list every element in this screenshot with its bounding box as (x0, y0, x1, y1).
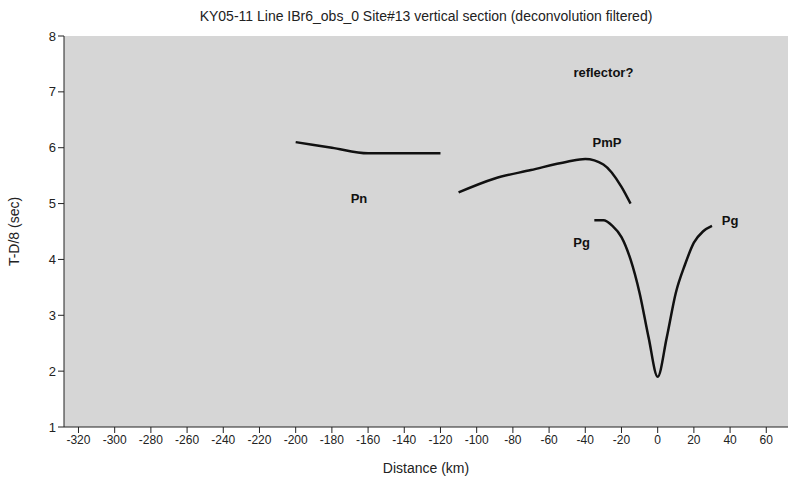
svg-text:6: 6 (49, 140, 56, 155)
svg-text:-280: -280 (139, 433, 163, 447)
svg-text:-160: -160 (356, 433, 380, 447)
svg-text:Pg: Pg (573, 235, 590, 250)
svg-text:4: 4 (49, 252, 56, 267)
svg-text:20: 20 (687, 433, 701, 447)
svg-text:-80: -80 (504, 433, 522, 447)
svg-text:-320: -320 (66, 433, 90, 447)
svg-text:0: 0 (654, 433, 661, 447)
svg-text:-60: -60 (540, 433, 558, 447)
svg-text:T-D/8 (sec): T-D/8 (sec) (6, 197, 22, 266)
svg-text:5: 5 (49, 196, 56, 211)
svg-text:Distance (km): Distance (km) (383, 460, 469, 476)
html-text:KY05-11 Line IBr6_obs_0 Site#1: KY05-11 Line IBr6_obs_0 Site#13 vertical… (199, 8, 653, 24)
svg-text:Pn: Pn (351, 191, 368, 206)
svg-text:-220: -220 (247, 433, 271, 447)
svg-text:-140: -140 (392, 433, 416, 447)
svg-text:PmP: PmP (593, 135, 622, 150)
svg-text:7: 7 (49, 84, 56, 99)
svg-text:60: 60 (760, 433, 774, 447)
svg-text:-260: -260 (175, 433, 199, 447)
svg-text:40: 40 (723, 433, 737, 447)
svg-text:-20: -20 (613, 433, 631, 447)
svg-text:-100: -100 (465, 433, 489, 447)
svg-text:-40: -40 (577, 433, 595, 447)
svg-text:8: 8 (49, 29, 56, 44)
svg-text:2: 2 (49, 364, 56, 379)
svg-text:1: 1 (49, 420, 56, 435)
svg-text:reflector?: reflector? (573, 65, 633, 80)
svg-text:-240: -240 (211, 433, 235, 447)
svg-text:-120: -120 (428, 433, 452, 447)
svg-text:-180: -180 (320, 433, 344, 447)
svg-text:-200: -200 (284, 433, 308, 447)
svg-text:-300: -300 (103, 433, 127, 447)
svg-text:3: 3 (49, 308, 56, 323)
svg-text:Pg: Pg (722, 213, 739, 228)
